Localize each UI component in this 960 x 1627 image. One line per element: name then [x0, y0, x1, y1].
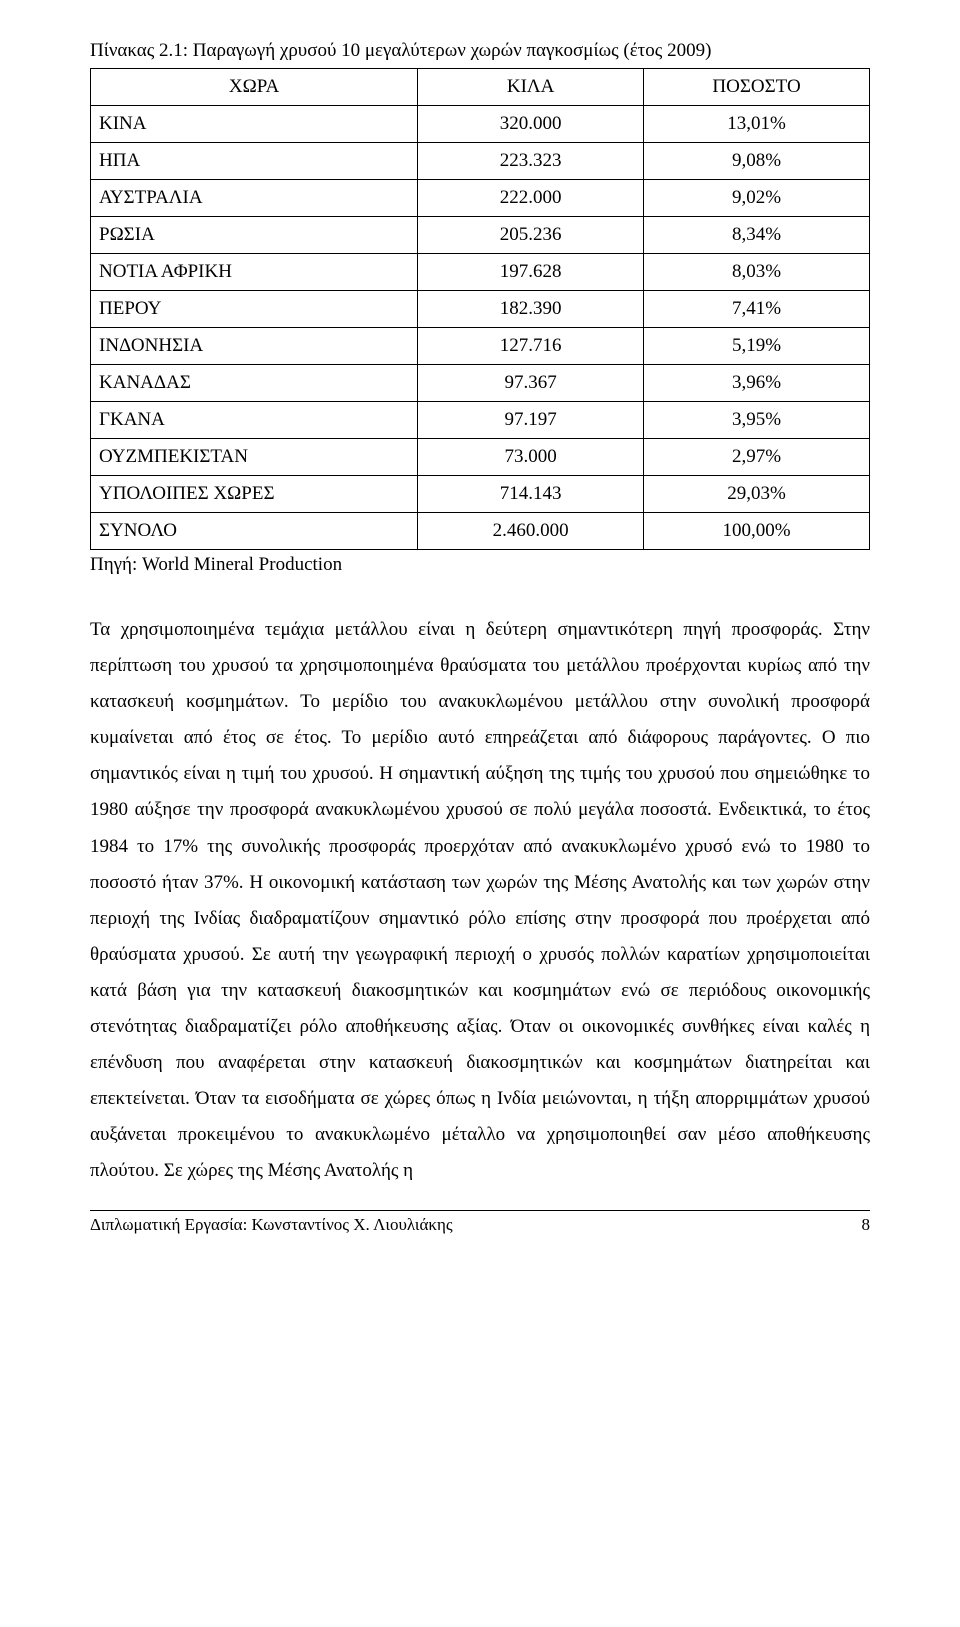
table-row-total: ΣΥΝΟΛΟ 2.460.000 100,00% — [91, 513, 870, 550]
table-row: ΥΠΟΛΟΙΠΕΣ ΧΩΡΕΣ 714.143 29,03% — [91, 476, 870, 513]
table-row: ΠΕΡΟΥ 182.390 7,41% — [91, 291, 870, 328]
cell-country: ΑΥΣΤΡΑΛΙΑ — [91, 180, 418, 217]
page-number: 8 — [862, 1215, 871, 1235]
cell-kilos: 222.000 — [418, 180, 644, 217]
table-row: ΚΙΝΑ 320.000 13,01% — [91, 106, 870, 143]
cell-country: ΥΠΟΛΟΙΠΕΣ ΧΩΡΕΣ — [91, 476, 418, 513]
col-header-kilos: ΚΙΛΑ — [418, 69, 644, 106]
cell-percent: 3,96% — [644, 365, 870, 402]
table-source: Πηγή: World Mineral Production — [90, 554, 870, 576]
cell-percent: 8,34% — [644, 217, 870, 254]
cell-kilos: 97.367 — [418, 365, 644, 402]
cell-kilos: 320.000 — [418, 106, 644, 143]
body-paragraph: Τα χρησιμοποιημένα τεμάχια μετάλλου είνα… — [90, 619, 870, 1181]
col-header-percent: ΠΟΣΟΣΤΟ — [644, 69, 870, 106]
table-row: ΗΠΑ 223.323 9,08% — [91, 143, 870, 180]
cell-country: ΡΩΣΙΑ — [91, 217, 418, 254]
cell-country: ΚΙΝΑ — [91, 106, 418, 143]
table-caption: Πίνακας 2.1: Παραγωγή χρυσού 10 μεγαλύτε… — [90, 40, 870, 62]
table-row: ΚΑΝΑΔΑΣ 97.367 3,96% — [91, 365, 870, 402]
table-row: ΑΥΣΤΡΑΛΙΑ 222.000 9,02% — [91, 180, 870, 217]
table-row: ΓΚΑΝΑ 97.197 3,95% — [91, 402, 870, 439]
cell-country: ΠΕΡΟΥ — [91, 291, 418, 328]
cell-country: ΝΟΤΙΑ ΑΦΡΙΚΗ — [91, 254, 418, 291]
cell-kilos: 97.197 — [418, 402, 644, 439]
table-header-row: ΧΩΡΑ ΚΙΛΑ ΠΟΣΟΣΤΟ — [91, 69, 870, 106]
cell-kilos: 73.000 — [418, 439, 644, 476]
cell-percent: 7,41% — [644, 291, 870, 328]
cell-kilos: 205.236 — [418, 217, 644, 254]
cell-country: ΙΝΔΟΝΗΣΙΑ — [91, 328, 418, 365]
cell-percent: 8,03% — [644, 254, 870, 291]
gold-production-table: ΧΩΡΑ ΚΙΛΑ ΠΟΣΟΣΤΟ ΚΙΝΑ 320.000 13,01% ΗΠ… — [90, 68, 870, 550]
cell-country: ΟΥΖΜΠΕΚΙΣΤΑΝ — [91, 439, 418, 476]
cell-kilos: 2.460.000 — [418, 513, 644, 550]
cell-percent: 9,08% — [644, 143, 870, 180]
body-text: Τα χρησιμοποιημένα τεμάχια μετάλλου είνα… — [90, 612, 870, 1190]
col-header-country: ΧΩΡΑ — [91, 69, 418, 106]
cell-percent: 100,00% — [644, 513, 870, 550]
cell-country: ΣΥΝΟΛΟ — [91, 513, 418, 550]
table-row: ΝΟΤΙΑ ΑΦΡΙΚΗ 197.628 8,03% — [91, 254, 870, 291]
cell-kilos: 197.628 — [418, 254, 644, 291]
cell-kilos: 223.323 — [418, 143, 644, 180]
cell-percent: 5,19% — [644, 328, 870, 365]
cell-percent: 29,03% — [644, 476, 870, 513]
cell-country: ΓΚΑΝΑ — [91, 402, 418, 439]
cell-kilos: 182.390 — [418, 291, 644, 328]
cell-percent: 9,02% — [644, 180, 870, 217]
cell-country: ΗΠΑ — [91, 143, 418, 180]
table-row: ΟΥΖΜΠΕΚΙΣΤΑΝ 73.000 2,97% — [91, 439, 870, 476]
table-row: ΡΩΣΙΑ 205.236 8,34% — [91, 217, 870, 254]
cell-percent: 3,95% — [644, 402, 870, 439]
cell-kilos: 714.143 — [418, 476, 644, 513]
page-footer: Διπλωματική Εργασία: Κωνσταντίνος Χ. Λιο… — [90, 1210, 870, 1235]
table-row: ΙΝΔΟΝΗΣΙΑ 127.716 5,19% — [91, 328, 870, 365]
cell-percent: 13,01% — [644, 106, 870, 143]
cell-kilos: 127.716 — [418, 328, 644, 365]
cell-country: ΚΑΝΑΔΑΣ — [91, 365, 418, 402]
cell-percent: 2,97% — [644, 439, 870, 476]
footer-left: Διπλωματική Εργασία: Κωνσταντίνος Χ. Λιο… — [90, 1215, 453, 1235]
